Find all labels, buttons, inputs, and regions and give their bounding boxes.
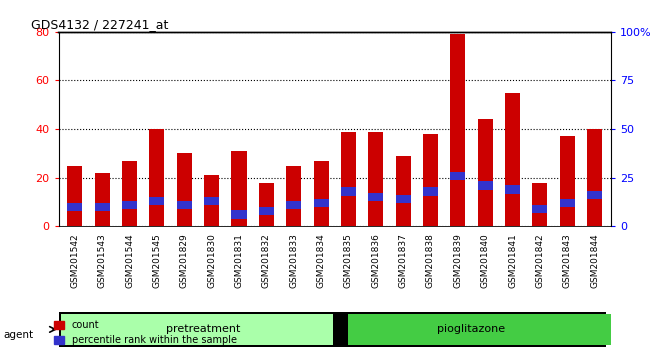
Bar [369,132,383,226]
Text: agent: agent [3,330,33,339]
Bar [259,206,274,215]
Bar [286,201,301,209]
Text: GSM201842: GSM201842 [536,233,545,288]
Bar [177,201,192,209]
Text: GSM201833: GSM201833 [289,233,298,288]
Bar [68,202,83,211]
Bar [313,199,329,207]
Bar [587,129,602,226]
Bar [286,166,301,226]
Text: GSM201834: GSM201834 [317,233,326,288]
Bar [505,93,520,226]
Bar [369,193,383,201]
Bar [396,156,411,226]
Bar [150,197,164,205]
Text: GSM201545: GSM201545 [153,233,161,288]
Bar [423,187,438,196]
Text: GSM201844: GSM201844 [590,233,599,288]
Text: GSM201841: GSM201841 [508,233,517,288]
Bar [68,166,83,226]
Text: GDS4132 / 227241_at: GDS4132 / 227241_at [31,18,168,31]
Bar [313,161,329,226]
Text: GSM201542: GSM201542 [70,233,79,288]
Bar [532,183,547,226]
Bar [95,173,110,226]
Text: GSM201843: GSM201843 [563,233,572,288]
Bar [423,134,438,226]
Text: pioglitazone: pioglitazone [437,324,506,335]
Text: GSM201839: GSM201839 [453,233,462,288]
Text: GSM201835: GSM201835 [344,233,353,288]
Bar [259,183,274,226]
Text: GSM201836: GSM201836 [371,233,380,288]
Bar [122,201,137,209]
Bar [560,136,575,226]
Text: GSM201837: GSM201837 [398,233,408,288]
Text: GSM201831: GSM201831 [235,233,244,288]
Bar [341,132,356,226]
Bar [341,187,356,196]
Bar [478,119,493,226]
Text: GSM201829: GSM201829 [180,233,188,288]
Bar [348,314,619,345]
Bar [587,191,602,199]
Bar [231,151,246,226]
Text: GSM201838: GSM201838 [426,233,435,288]
Text: GSM201830: GSM201830 [207,233,216,288]
Text: GSM201543: GSM201543 [98,233,107,288]
Bar [204,197,219,205]
Bar [95,202,110,211]
Bar [231,210,246,219]
Bar [61,314,333,345]
Text: GSM201840: GSM201840 [481,233,489,288]
Bar [122,161,137,226]
Bar [396,195,411,203]
Bar [560,199,575,207]
Text: pretreatment: pretreatment [166,324,240,335]
Bar [478,181,493,190]
Bar [150,129,164,226]
Bar [505,185,520,194]
Bar [450,172,465,180]
Bar [532,205,547,213]
Bar [450,34,465,226]
Text: GSM201544: GSM201544 [125,233,134,288]
Legend: count, percentile rank within the sample: count, percentile rank within the sample [50,316,240,349]
Bar [177,153,192,226]
Bar [204,175,219,226]
Text: GSM201832: GSM201832 [262,233,271,288]
